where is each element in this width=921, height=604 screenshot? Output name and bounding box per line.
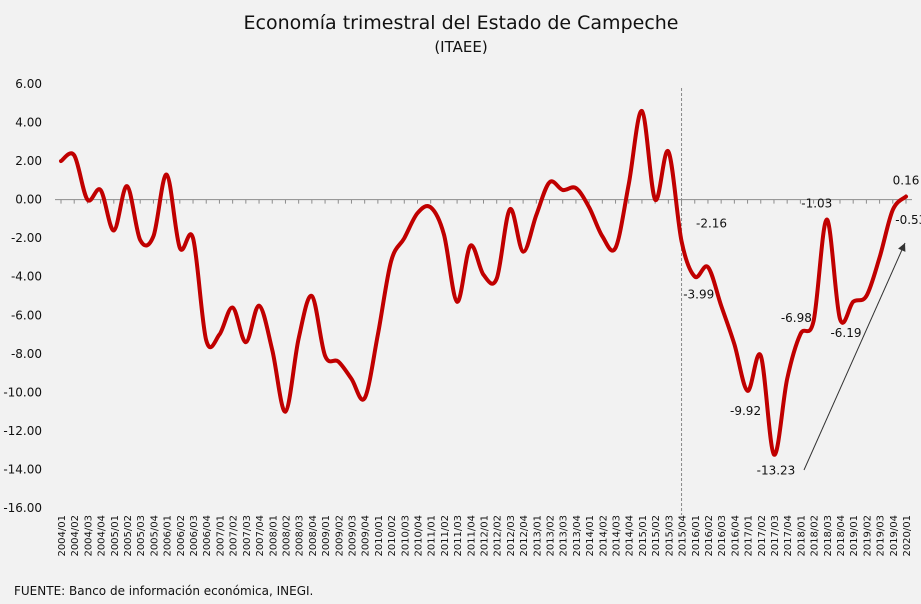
x-tick-label: 2013/04 — [572, 515, 583, 557]
x-tick-label: 2004/02 — [70, 515, 81, 557]
x-tick-label: 2012/03 — [506, 515, 517, 557]
x-tick-label: 2015/03 — [664, 515, 675, 557]
x-tick-label: 2018/04 — [836, 515, 847, 557]
y-tick-label: 0.00 — [15, 193, 42, 207]
x-tick-label: 2008/01 — [268, 515, 279, 557]
x-tick-label: 2006/04 — [202, 515, 213, 557]
x-tick-label: 2012/04 — [519, 515, 530, 557]
x-tick-label: 2018/03 — [823, 515, 834, 557]
x-tick-label: 2014/03 — [612, 515, 623, 557]
x-tick-label: 2007/02 — [229, 515, 240, 557]
y-tick-label: 6.00 — [15, 77, 42, 91]
y-axis: 6.00 4.00 2.00 0.00 -2.00 -4.00 -6.00 -8.00 -10.… — [3, 77, 42, 515]
data-label: 0.16 — [893, 174, 920, 188]
y-tick-label: 4.00 — [15, 116, 42, 130]
x-tick-label: 2005/04 — [149, 515, 160, 557]
x-tick-label: 2014/02 — [598, 515, 609, 557]
x-tick-label: 2005/01 — [110, 515, 121, 557]
x-tick-label: 2009/04 — [361, 515, 372, 557]
data-label: -9.92 — [730, 404, 761, 418]
chart-title: Economía trimestral del Estado de Campec… — [244, 12, 679, 34]
x-tick-label: 2014/04 — [625, 515, 636, 557]
x-tick-label: 2012/02 — [493, 515, 504, 557]
x-tick-label: 2012/01 — [480, 515, 491, 557]
y-tick-label: -14.00 — [3, 462, 42, 476]
y-tick-label: 2.00 — [15, 154, 42, 168]
x-tick-label: 2019/02 — [862, 515, 873, 557]
data-label: -2.16 — [696, 216, 727, 230]
data-label: -13.23 — [757, 464, 796, 478]
x-tick-label: 2004/01 — [57, 515, 68, 557]
series-lines — [59, 108, 908, 457]
y-tick-label: -2.00 — [11, 231, 42, 245]
x-tick-label: 2017/04 — [783, 515, 794, 557]
x-tick-label: 2011/03 — [453, 515, 464, 557]
x-tick-label: 2018/02 — [810, 515, 821, 557]
x-tick-label: 2013/03 — [559, 515, 570, 557]
x-axis: 2004/01 2004/02 2004/03 2004/04 2005/01 2005/… — [57, 515, 913, 557]
trend-arrow-shaft — [803, 242, 906, 471]
x-tick-label: 2011/02 — [440, 515, 451, 557]
x-tick-label: 2009/02 — [334, 515, 345, 557]
source-note: FUENTE: Banco de información económica, … — [14, 584, 313, 598]
x-tick-label: 2015/02 — [651, 515, 662, 557]
x-tick-label: 2010/04 — [413, 515, 424, 557]
x-tick-label: 2007/01 — [215, 515, 226, 557]
data-label: -6.19 — [830, 326, 861, 340]
chart-subtitle: (ITAEE) — [434, 38, 487, 56]
x-tick-label: 2013/02 — [546, 515, 557, 557]
x-tick-label: 2008/04 — [308, 515, 319, 557]
x-tick-label: 2015/04 — [678, 515, 689, 557]
x-tick-label: 2019/04 — [889, 515, 900, 557]
y-tick-label: -6.00 — [11, 308, 42, 322]
x-tick-label: 2006/01 — [163, 515, 174, 557]
data-label: -3.99 — [683, 288, 714, 302]
x-tick-label: 2016/04 — [730, 515, 741, 557]
x-tick-label: 2011/01 — [427, 515, 438, 557]
x-tick-label: 2017/03 — [770, 515, 781, 557]
x-tick-label: 2010/02 — [387, 515, 398, 557]
data-label: -1.03 — [801, 196, 832, 210]
x-tick-label: 2005/03 — [136, 515, 147, 557]
x-tick-label: 2017/02 — [757, 515, 768, 557]
x-tick-label: 2019/01 — [849, 515, 860, 557]
y-tick-label: -12.00 — [3, 424, 42, 438]
x-tick-label: 2015/01 — [638, 515, 649, 557]
x-tick-label: 2016/01 — [691, 515, 702, 557]
x-tick-label: 2007/04 — [255, 515, 266, 557]
x-tick-label: 2013/01 — [532, 515, 543, 557]
x-tick-label: 2004/04 — [97, 515, 108, 557]
y-tick-label: -8.00 — [11, 347, 42, 361]
y-tick-label: -16.00 — [3, 501, 42, 515]
x-tick-label: 2011/04 — [466, 515, 477, 557]
x-tick-label: 2020/01 — [902, 515, 913, 557]
data-label: -0.53 — [895, 213, 921, 227]
x-tick-label: 2008/03 — [295, 515, 306, 557]
x-tick-label: 2016/02 — [704, 515, 715, 557]
trend-arrow — [803, 242, 906, 471]
zero-axis — [55, 199, 912, 204]
x-tick-label: 2010/03 — [400, 515, 411, 557]
x-tick-label: 2016/03 — [717, 515, 728, 557]
x-tick-label: 2004/03 — [83, 515, 94, 557]
x-tick-label: 2019/03 — [876, 515, 887, 557]
itaee-line — [59, 108, 908, 457]
y-tick-label: -4.00 — [11, 270, 42, 284]
x-tick-label: 2007/03 — [242, 515, 253, 557]
x-tick-label: 2010/01 — [374, 515, 385, 557]
x-tick-label: 2005/02 — [123, 515, 134, 557]
x-tick-label: 2006/02 — [176, 515, 187, 557]
x-tick-label: 2017/01 — [744, 515, 755, 557]
x-tick-label: 2009/01 — [321, 515, 332, 557]
x-tick-label: 2008/02 — [281, 515, 292, 557]
x-tick-label: 2018/01 — [796, 515, 807, 557]
x-tick-label: 2006/03 — [189, 515, 200, 557]
x-tick-label: 2009/03 — [347, 515, 358, 557]
data-label: -6.98 — [781, 311, 812, 325]
x-tick-label: 2014/01 — [585, 515, 596, 557]
data-labels: -2.16 -3.99 -9.92 -13.23 -6.98 -1.03 -6.19 -0.5… — [683, 174, 921, 478]
y-tick-label: -10.00 — [3, 385, 42, 399]
trend-arrow-head — [898, 243, 906, 252]
